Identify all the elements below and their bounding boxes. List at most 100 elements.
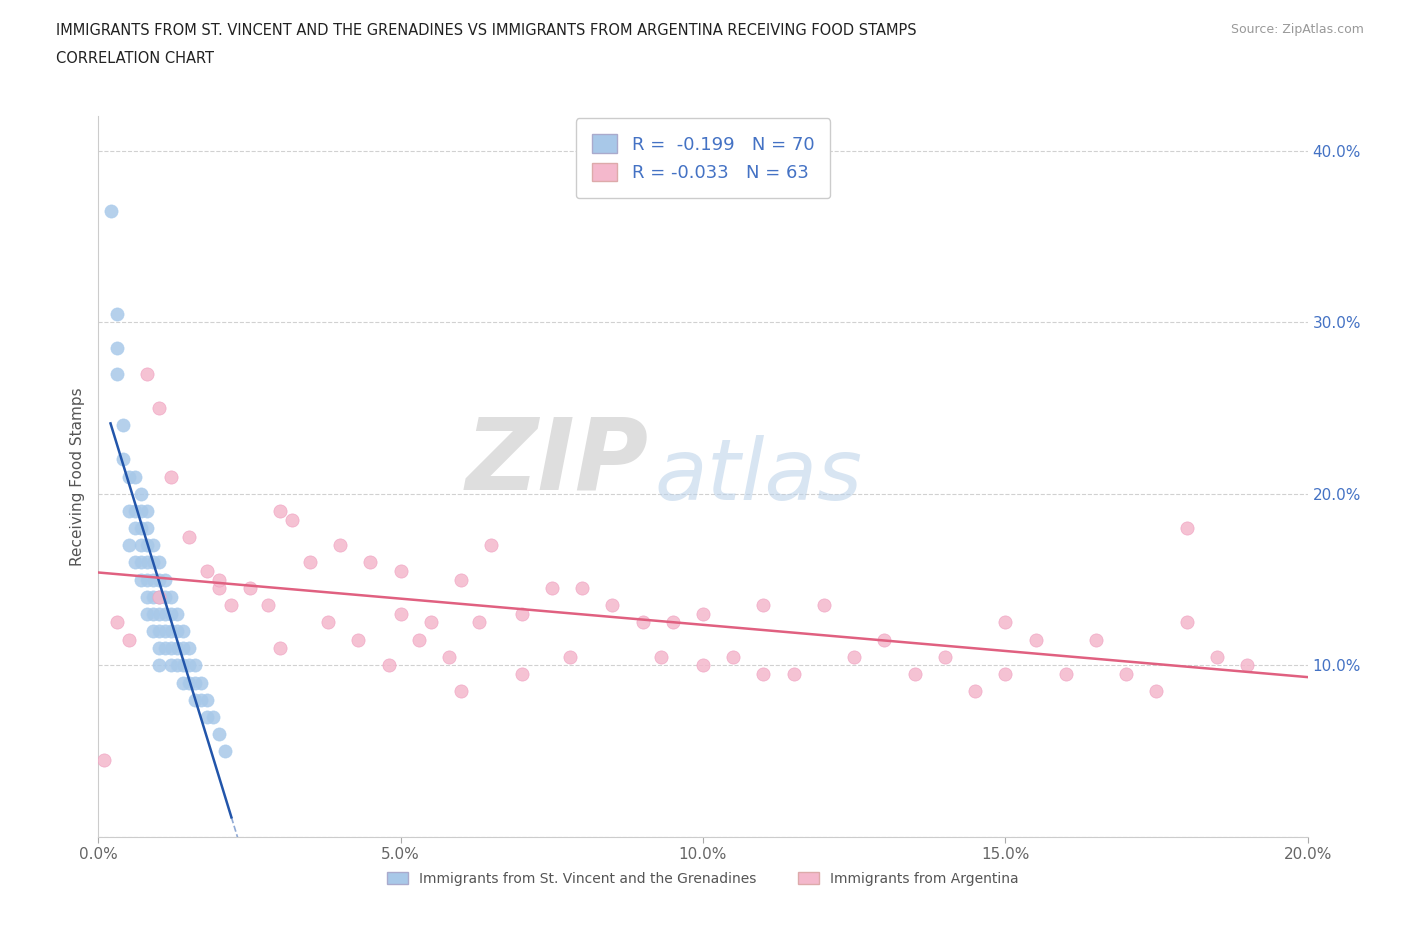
- Point: [153, 606, 176, 621]
- Point: [172, 624, 194, 639]
- Point: [135, 572, 157, 587]
- Point: [631, 615, 654, 630]
- Point: [142, 590, 165, 604]
- Point: [1175, 521, 1198, 536]
- Point: [1236, 658, 1258, 672]
- Point: [166, 658, 188, 672]
- Point: [148, 606, 170, 621]
- Point: [377, 658, 399, 672]
- Point: [437, 649, 460, 664]
- Point: [208, 572, 231, 587]
- Point: [179, 529, 201, 544]
- Point: [135, 538, 157, 552]
- Point: [153, 624, 176, 639]
- Point: [166, 641, 188, 656]
- Point: [160, 469, 183, 484]
- Point: [111, 452, 134, 467]
- Point: [153, 572, 176, 587]
- Point: [148, 572, 170, 587]
- Point: [208, 580, 231, 595]
- Point: [142, 572, 165, 587]
- Point: [124, 469, 146, 484]
- Point: [195, 710, 218, 724]
- Point: [450, 572, 472, 587]
- Point: [172, 641, 194, 656]
- Point: [142, 606, 165, 621]
- Point: [179, 641, 201, 656]
- Point: [420, 615, 443, 630]
- Point: [111, 418, 134, 432]
- Point: [179, 658, 201, 672]
- Point: [148, 555, 170, 570]
- Point: [105, 366, 128, 381]
- Point: [269, 503, 291, 518]
- Point: [661, 615, 683, 630]
- Point: [172, 658, 194, 672]
- Text: Source: ZipAtlas.com: Source: ZipAtlas.com: [1230, 23, 1364, 36]
- Point: [214, 744, 236, 759]
- Point: [135, 521, 157, 536]
- Point: [105, 340, 128, 355]
- Point: [129, 486, 152, 501]
- Point: [389, 564, 412, 578]
- Point: [202, 710, 225, 724]
- Point: [160, 624, 183, 639]
- Point: [316, 615, 339, 630]
- Point: [558, 649, 581, 664]
- Point: [813, 598, 835, 613]
- Point: [142, 538, 165, 552]
- Point: [190, 675, 212, 690]
- Point: [752, 598, 775, 613]
- Point: [1144, 684, 1167, 698]
- Point: [184, 658, 207, 672]
- Point: [118, 469, 141, 484]
- Point: [450, 684, 472, 698]
- Point: [100, 203, 122, 218]
- Point: [142, 555, 165, 570]
- Point: [904, 667, 927, 682]
- Point: [510, 667, 533, 682]
- Point: [256, 598, 278, 613]
- Point: [105, 615, 128, 630]
- Point: [166, 624, 188, 639]
- Point: [153, 641, 176, 656]
- Legend: Immigrants from St. Vincent and the Grenadines, Immigrants from Argentina: Immigrants from St. Vincent and the Gren…: [381, 866, 1025, 891]
- Point: [129, 503, 152, 518]
- Point: [148, 624, 170, 639]
- Point: [281, 512, 304, 527]
- Point: [118, 632, 141, 647]
- Point: [1085, 632, 1108, 647]
- Point: [160, 606, 183, 621]
- Point: [129, 538, 152, 552]
- Point: [873, 632, 896, 647]
- Point: [148, 401, 170, 416]
- Point: [208, 726, 231, 741]
- Point: [360, 555, 382, 570]
- Point: [844, 649, 866, 664]
- Point: [160, 590, 183, 604]
- Point: [723, 649, 745, 664]
- Point: [153, 590, 176, 604]
- Point: [118, 503, 141, 518]
- Point: [142, 624, 165, 639]
- Point: [129, 572, 152, 587]
- Point: [347, 632, 370, 647]
- Point: [148, 590, 170, 604]
- Point: [650, 649, 672, 664]
- Point: [1054, 667, 1077, 682]
- Point: [994, 667, 1017, 682]
- Point: [329, 538, 352, 552]
- Point: [124, 503, 146, 518]
- Point: [221, 598, 243, 613]
- Point: [105, 306, 128, 321]
- Point: [540, 580, 562, 595]
- Point: [389, 606, 412, 621]
- Text: atlas: atlas: [655, 435, 863, 518]
- Point: [783, 667, 806, 682]
- Point: [148, 641, 170, 656]
- Point: [148, 658, 170, 672]
- Point: [135, 590, 157, 604]
- Point: [184, 692, 207, 707]
- Point: [510, 606, 533, 621]
- Point: [190, 692, 212, 707]
